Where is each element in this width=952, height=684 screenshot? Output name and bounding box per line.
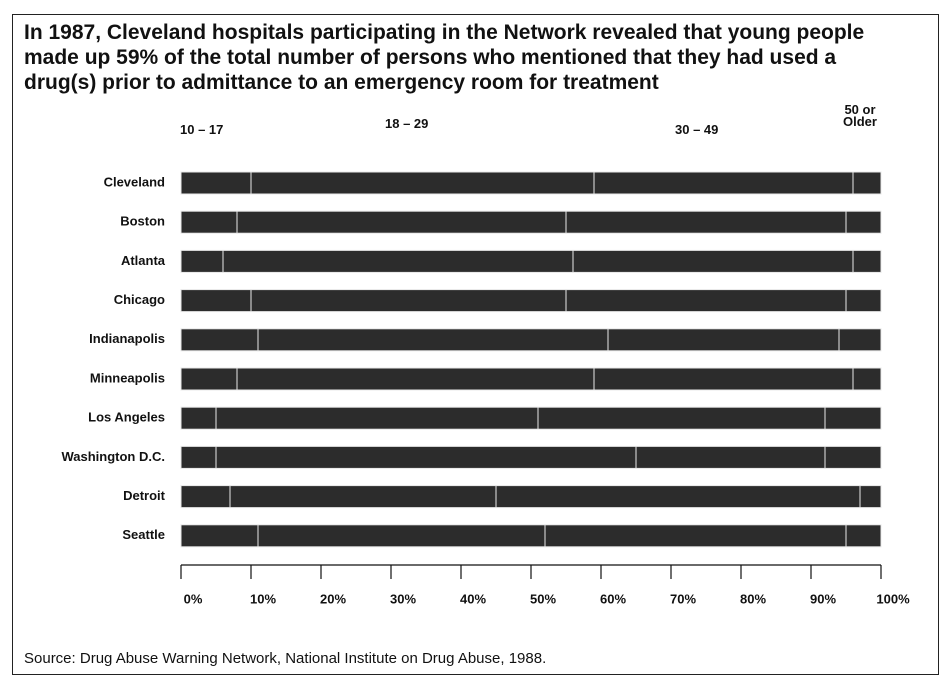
bar-segment (180, 328, 259, 352)
bar-segment (250, 171, 595, 195)
bar-segment (565, 210, 847, 234)
bar-segment (852, 249, 882, 273)
bar-segment (544, 524, 847, 548)
legend-label: 50 or Older (843, 102, 877, 129)
bar-segment (257, 524, 546, 548)
x-tick-label: 30% (390, 591, 416, 606)
bar-segment (859, 485, 882, 509)
bar-segment (180, 249, 224, 273)
bar-segment (593, 367, 854, 391)
category-label: Minneapolis (90, 370, 165, 385)
bar-segment (257, 328, 609, 352)
bar-segment (180, 524, 259, 548)
category-label: Chicago (114, 292, 165, 307)
bar-segment (250, 289, 567, 313)
source: Source: Drug Abuse Warning Network, Nati… (24, 650, 547, 667)
x-tick-label: 50% (530, 591, 556, 606)
bar-segment (236, 210, 567, 234)
bar-segment (845, 289, 882, 313)
bar-segment (607, 328, 840, 352)
bar-segment (180, 445, 217, 469)
bar-segment (180, 289, 252, 313)
bar-segment (495, 485, 861, 509)
legend-label: 30 – 49 (675, 122, 719, 137)
bar-segment (236, 367, 595, 391)
bar-segment (572, 249, 854, 273)
category-label: Atlanta (121, 253, 166, 268)
category-label: Boston (120, 214, 165, 229)
bar-segment (845, 524, 882, 548)
category-label: Detroit (123, 488, 166, 503)
bar-segment (852, 367, 882, 391)
x-tick-label: 20% (320, 591, 346, 606)
bar-segment (565, 289, 847, 313)
chart-title: In 1987, Cleveland hospitals participati… (24, 21, 865, 94)
legend-label: 10 – 17 (180, 122, 224, 137)
bar-segment (852, 171, 882, 195)
category-label: Washington D.C. (61, 449, 165, 464)
bar-segment (180, 171, 252, 195)
x-tick-label: 0% (184, 591, 203, 606)
bar-segment (537, 406, 826, 430)
bar-segment (838, 328, 882, 352)
bar-segment (180, 367, 238, 391)
x-tick-label: 100% (876, 591, 910, 606)
bar-segment (180, 210, 238, 234)
x-tick-label: 70% (670, 591, 696, 606)
bar-segment (635, 445, 826, 469)
bar-segment (845, 210, 882, 234)
category-label: Los Angeles (88, 410, 165, 425)
bar-segment (180, 485, 231, 509)
bar-segment (229, 485, 497, 509)
bar-segment (824, 445, 882, 469)
bar-segment (180, 406, 217, 430)
x-tick-label: 90% (810, 591, 836, 606)
x-tick-label: 10% (250, 591, 276, 606)
bar-segment (215, 406, 539, 430)
x-tick-label: 60% (600, 591, 626, 606)
bar-segment (824, 406, 882, 430)
legend-label: 18 – 29 (385, 116, 429, 131)
x-tick-label: 40% (460, 591, 486, 606)
x-tick-label: 80% (740, 591, 766, 606)
bar-segment (215, 445, 637, 469)
bar-segment (222, 249, 574, 273)
bar-segment (593, 171, 854, 195)
category-label: Indianapolis (89, 331, 165, 346)
category-label: Cleveland (104, 174, 165, 189)
frame (12, 14, 939, 675)
category-label: Seattle (122, 527, 165, 542)
